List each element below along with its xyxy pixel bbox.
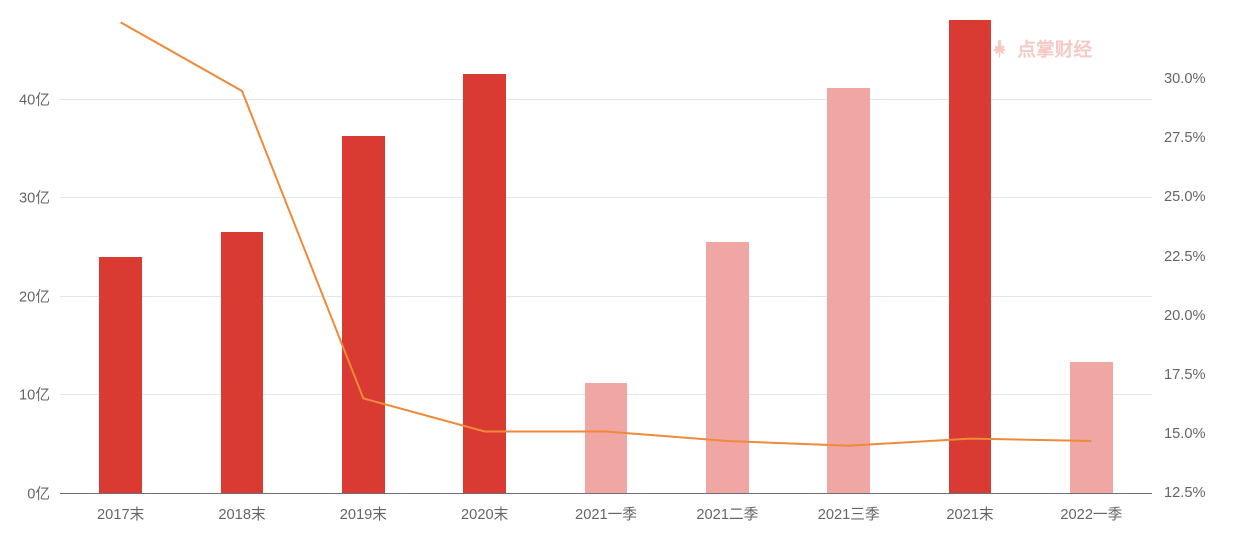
y-right-tick-label: 27.5% (1164, 130, 1206, 146)
watermark-text: 点掌财经 (1017, 35, 1092, 62)
x-tick-label: 2017末 (97, 503, 144, 524)
y-right-tick-label: 12.5% (1164, 485, 1206, 501)
bar (585, 383, 627, 493)
y-right-tick-label: 25.0% (1164, 189, 1206, 205)
bar (463, 74, 505, 493)
bar (342, 136, 384, 493)
bar (99, 257, 141, 494)
bar (827, 88, 869, 493)
y-left-tick-label: 30亿 (0, 187, 50, 208)
watermark: 点掌财经 (989, 35, 1092, 62)
y-right-tick-label: 20.0% (1164, 308, 1206, 324)
y-left-tick-label: 10亿 (0, 384, 50, 405)
plot-area (60, 20, 1152, 493)
y-right-tick-label: 17.5% (1164, 367, 1206, 383)
y-right-tick-label: 22.5% (1164, 249, 1206, 265)
y-right-tick-label: 15.0% (1164, 426, 1206, 442)
combo-chart: 0亿 10亿 20亿 30亿 40亿 12.5% 15.0% 17.5% 20.0% 22.5%… (0, 0, 1237, 535)
y-left-tick-label: 20亿 (0, 285, 50, 306)
y-left-tick-label: 0亿 (0, 483, 50, 504)
y-right-tick-label: 30.0% (1164, 71, 1206, 87)
bar (1070, 362, 1112, 493)
y-left-tick-label: 40亿 (0, 88, 50, 109)
watermark-hand-icon (989, 38, 1011, 60)
x-tick-label: 2022一季 (1060, 503, 1122, 524)
x-tick-label: 2021二季 (696, 503, 758, 524)
x-tick-label: 2018末 (218, 503, 265, 524)
x-tick-label: 2021一季 (575, 503, 637, 524)
x-tick-label: 2019末 (340, 503, 387, 524)
bar (949, 20, 991, 493)
x-tick-label: 2021三季 (818, 503, 880, 524)
x-tick-label: 2021末 (946, 503, 993, 524)
bar (221, 232, 263, 493)
bar (706, 242, 748, 493)
x-axis-line (60, 493, 1152, 494)
x-tick-label: 2020末 (461, 503, 508, 524)
